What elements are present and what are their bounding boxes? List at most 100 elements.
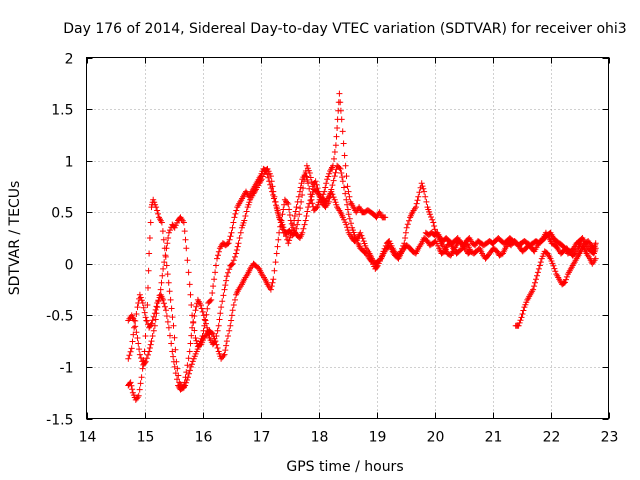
data-point xyxy=(343,221,350,228)
data-point xyxy=(278,217,285,224)
data-point xyxy=(170,322,177,329)
data-point xyxy=(225,333,231,339)
data-point xyxy=(234,243,241,250)
data-point xyxy=(170,358,177,365)
data-point xyxy=(226,327,233,334)
data-point xyxy=(331,173,338,180)
x-tick-label: 15 xyxy=(137,430,155,446)
data-point xyxy=(346,215,353,222)
data-point xyxy=(325,173,332,180)
data-point xyxy=(172,346,179,353)
data-point xyxy=(155,298,162,305)
data-point xyxy=(146,250,153,257)
data-point xyxy=(313,205,320,212)
data-point xyxy=(171,363,178,370)
data-point xyxy=(139,300,146,306)
data-point xyxy=(164,240,171,247)
grid xyxy=(86,57,609,419)
data-point xyxy=(222,282,229,289)
data-point xyxy=(531,283,538,290)
data-point xyxy=(231,214,238,221)
data-point xyxy=(340,140,347,147)
data-point xyxy=(416,189,423,196)
data-point xyxy=(143,355,150,362)
data-point xyxy=(165,235,172,241)
data-point xyxy=(199,308,206,315)
data-point xyxy=(551,265,558,272)
data-point xyxy=(397,249,404,256)
data-point xyxy=(412,204,419,211)
data-point xyxy=(270,276,277,283)
data-point xyxy=(273,250,280,257)
data-point xyxy=(227,322,234,329)
data-point xyxy=(187,340,194,347)
data-point xyxy=(226,236,233,243)
data-point xyxy=(223,338,230,345)
data-point xyxy=(237,229,244,236)
data-point xyxy=(592,240,599,247)
data-point xyxy=(190,319,197,326)
data-point xyxy=(271,193,278,200)
data-point xyxy=(323,180,330,187)
data-point xyxy=(164,318,171,325)
x-tick-label: 19 xyxy=(369,430,387,446)
data-point xyxy=(132,323,139,330)
data-point xyxy=(233,207,240,214)
data-point xyxy=(339,174,346,181)
data-point xyxy=(127,348,134,355)
data-point xyxy=(223,342,230,349)
data-point xyxy=(152,316,159,323)
y-tick-label: 1 xyxy=(65,155,74,171)
x-tick-label: 16 xyxy=(195,430,213,446)
data-point xyxy=(345,188,352,195)
data-point xyxy=(322,184,329,191)
data-point xyxy=(171,334,178,341)
data-point xyxy=(382,242,389,249)
data-point xyxy=(145,284,151,291)
data-point xyxy=(305,180,312,187)
data-point xyxy=(222,347,229,354)
data-point xyxy=(519,311,526,317)
data-point xyxy=(243,208,250,215)
data-point xyxy=(209,290,216,296)
data-point xyxy=(329,191,336,198)
data-point xyxy=(168,305,175,312)
data-point xyxy=(562,279,568,286)
data-point xyxy=(305,204,312,211)
data-point xyxy=(148,320,155,327)
data-point xyxy=(133,329,140,336)
data-point xyxy=(137,380,144,387)
data-point xyxy=(165,324,172,331)
data-point xyxy=(530,286,537,293)
data-point xyxy=(131,317,138,324)
data-point xyxy=(377,256,383,263)
data-point xyxy=(232,296,238,303)
data-point xyxy=(217,310,224,317)
data-point xyxy=(520,307,527,314)
data-point xyxy=(138,297,145,304)
data-point xyxy=(162,303,168,310)
data-point xyxy=(338,116,345,123)
data-point xyxy=(431,223,438,229)
data-point xyxy=(307,197,314,204)
data-point xyxy=(187,291,194,298)
y-tick-label: 2 xyxy=(65,52,74,68)
data-point xyxy=(225,240,232,247)
data-point xyxy=(161,300,167,307)
data-point xyxy=(160,296,167,303)
data-point xyxy=(337,107,344,114)
data-point xyxy=(203,311,210,318)
data-point xyxy=(129,338,136,345)
data-point xyxy=(271,267,278,274)
data-point xyxy=(193,303,200,310)
data-point xyxy=(403,224,410,231)
data-point xyxy=(162,252,169,259)
data-point xyxy=(228,229,235,236)
data-point xyxy=(321,188,328,195)
data-point xyxy=(290,224,296,231)
data-point xyxy=(431,226,438,233)
data-point xyxy=(233,247,240,253)
data-point xyxy=(537,259,544,266)
data-point xyxy=(134,335,141,341)
